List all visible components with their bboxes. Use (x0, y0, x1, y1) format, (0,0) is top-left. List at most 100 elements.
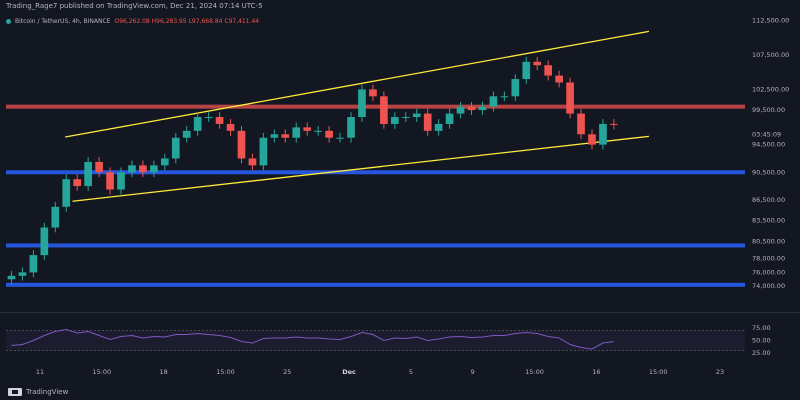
x-tick-label: 11 (36, 368, 44, 376)
candle-body (358, 89, 366, 118)
y-tick-label: 86,500.00 (752, 196, 785, 204)
candle-body (303, 127, 312, 131)
candle-body (566, 82, 574, 114)
candle-body (380, 96, 388, 124)
candle-body (215, 117, 224, 124)
candle-body (369, 89, 377, 97)
tradingview-logo-icon (8, 388, 22, 396)
y-tick-label: 76,000.00 (752, 268, 785, 276)
candle-body (281, 134, 290, 138)
candle-body (445, 113, 454, 124)
symbol-legend: Bitcoin / TetherUS, 4h, BINANCE O96,262.… (6, 18, 259, 25)
y-tick-label: 102,500.00 (752, 85, 789, 93)
countdown-label: 03:45:09 (752, 131, 781, 139)
candle-body (533, 61, 542, 66)
candle-body (347, 117, 355, 138)
candle-body (610, 123, 618, 125)
publisher-line: Trading_Rage7 published on TradingView.c… (6, 2, 263, 10)
candle-body (544, 65, 553, 76)
candle-body (84, 161, 92, 187)
rsi-tick-label: 75.00 (752, 324, 771, 332)
candle-body (139, 165, 147, 173)
y-tick-label: 99,500.00 (752, 106, 785, 114)
support-zone (6, 282, 745, 287)
candle-body (270, 134, 279, 138)
x-tick-label: 15:00 (525, 368, 544, 376)
channel-upper-line (65, 30, 650, 138)
candle-body (423, 113, 432, 131)
candle-body (62, 179, 71, 207)
candle-body (160, 158, 169, 166)
rsi-line (11, 328, 614, 350)
rsi-tick-label: 50.00 (752, 337, 771, 345)
candle-body (588, 134, 596, 145)
y-tick-label: 112,500.00 (752, 16, 789, 24)
candle-body (522, 61, 531, 80)
candle-body (412, 113, 421, 118)
x-tick-label: 15:00 (216, 368, 235, 376)
candle-body (182, 130, 191, 138)
candle-body (7, 275, 16, 280)
ohlc-values: O96,262.08 H96,283.95 L97,668.84 C97,411… (114, 18, 260, 25)
candle-body (171, 137, 180, 159)
candle-body (314, 130, 322, 132)
candle-body (599, 123, 607, 145)
candle-body (555, 75, 563, 83)
x-tick-label: 15:00 (649, 368, 668, 376)
candle-body (336, 137, 344, 139)
candle-body (95, 161, 103, 173)
y-tick-label: 94,500.00 (752, 141, 785, 149)
candle-body (248, 158, 257, 166)
candle-body (237, 130, 246, 159)
channel-lower-line (72, 135, 650, 202)
y-tick-label: 83,500.00 (752, 217, 785, 225)
candle-body (577, 113, 585, 135)
support-zone (6, 243, 745, 248)
y-tick-label: 107,500.00 (752, 51, 789, 59)
x-tick-label: 15:00 (92, 368, 111, 376)
support-zone (6, 170, 745, 175)
candle-body (117, 172, 125, 190)
x-tick-label: 23 (716, 368, 724, 376)
candle-body (193, 117, 202, 131)
candle-body (456, 106, 465, 114)
candle-body (478, 106, 487, 111)
tradingview-brand: TradingView (26, 388, 69, 396)
candle-body (467, 106, 476, 111)
rsi-band (6, 330, 745, 351)
candle-body (128, 165, 136, 173)
candle-body (150, 165, 158, 173)
y-tick-label: 80,500.00 (752, 237, 785, 245)
candle-body (40, 227, 49, 256)
candle-body (204, 117, 213, 119)
x-tick-label: 5 (409, 368, 413, 376)
candle-body (226, 123, 235, 131)
y-tick-label: 78,000.00 (752, 255, 785, 263)
candle-body (434, 123, 443, 131)
x-tick-label: 18 (159, 368, 167, 376)
legend-dot-icon (6, 19, 11, 24)
symbol-name[interactable]: Bitcoin / TetherUS, 4h, BINANCE (15, 18, 111, 25)
x-tick-label: Dec (342, 368, 356, 376)
candle-body (73, 179, 82, 187)
tradingview-footer: TradingView (8, 388, 68, 396)
candle-body (259, 137, 268, 166)
y-tick-label: 90,500.00 (752, 168, 785, 176)
rsi-tick-label: 25.00 (752, 349, 771, 357)
pane-separator (0, 312, 800, 313)
candle-body (511, 79, 520, 97)
candle-body (489, 96, 498, 107)
x-tick-label: 9 (471, 368, 475, 376)
candle-body (390, 117, 399, 124)
x-tick-label: 16 (592, 368, 600, 376)
candle-body (292, 127, 301, 138)
resistance-zone (6, 104, 745, 109)
candle-body (51, 206, 60, 228)
x-tick-label: 25 (283, 368, 291, 376)
y-tick-label: 74,000.00 (752, 282, 785, 290)
candle-body (106, 172, 114, 190)
candle-body (401, 117, 410, 119)
candle-body (325, 130, 333, 138)
candle-body (500, 96, 509, 98)
